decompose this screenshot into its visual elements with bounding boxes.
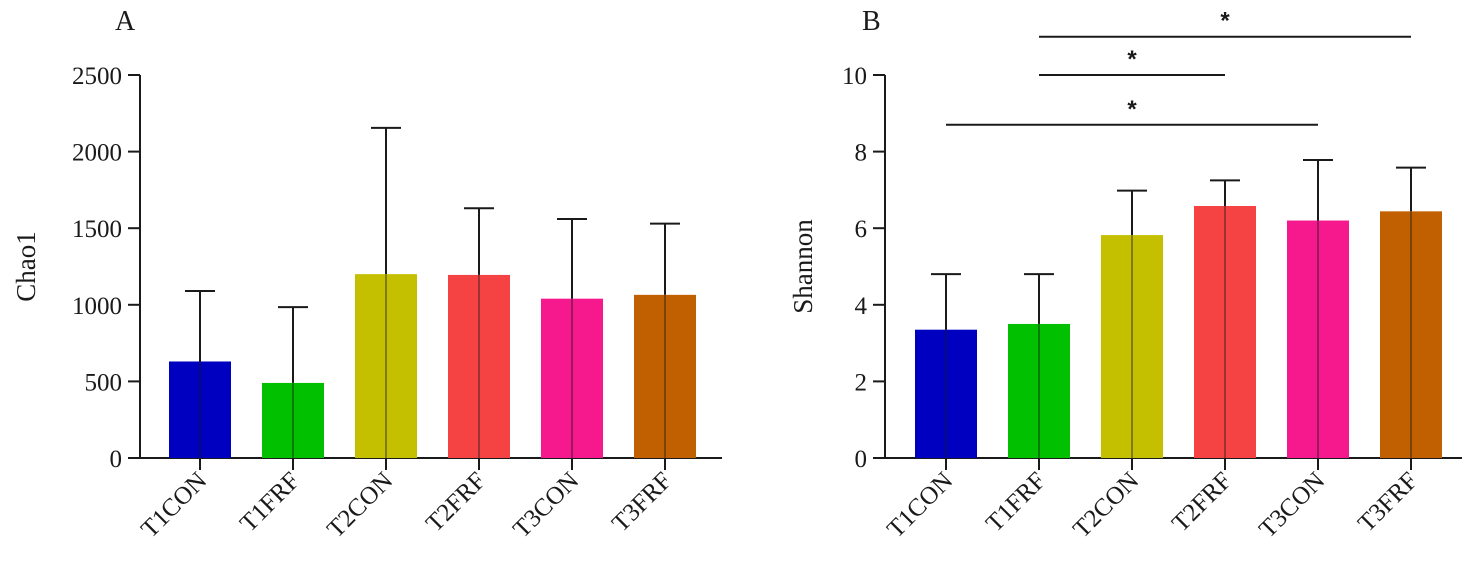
chart-panel-a: A 0 500 1000 1500 2000 2500 Chao1 T1CON T1FRF T2CO… [11, 6, 722, 543]
x-category-label: T2FRF [1167, 467, 1237, 537]
x-category-label: T3CON [508, 467, 584, 543]
y-tick-label: 4 [855, 293, 868, 320]
y-axis-title: Shannon [788, 219, 818, 314]
significance-label: * [1127, 46, 1137, 73]
x-category-label: T1FRF [981, 467, 1051, 537]
y-tick-label: 10 [842, 63, 867, 90]
x-category-label: T2CON [322, 467, 398, 543]
significance-label: * [1220, 8, 1230, 35]
y-tick-label: 0 [855, 446, 868, 473]
y-tick-label: 0 [110, 446, 123, 473]
panel-letter: B [862, 6, 881, 37]
x-category-label: T2FRF [421, 467, 491, 537]
y-tick-label: 2 [855, 369, 868, 396]
y-tick-label: 2000 [72, 140, 122, 167]
x-category-label: T1CON [136, 467, 212, 543]
y-tick-label: 2500 [72, 63, 122, 90]
x-category-label: T1CON [882, 467, 958, 543]
x-category-label: T2CON [1068, 467, 1144, 543]
y-axis-title: Chao1 [11, 231, 41, 302]
y-tick-label: 1500 [72, 216, 122, 243]
significance-label: * [1127, 96, 1137, 123]
x-category-label: T1FRF [235, 467, 305, 537]
chart-panel-b: B 0 2 4 6 8 10 Shannon T1CON T1FRF T2CON T2FRF T3CON… [788, 6, 1462, 543]
x-category-label: T3FRF [607, 467, 677, 537]
panel-letter: A [115, 6, 136, 37]
y-tick-label: 500 [85, 369, 123, 396]
y-tick-label: 8 [855, 140, 868, 167]
x-category-label: T3CON [1254, 467, 1330, 543]
x-category-label: T3FRF [1353, 467, 1423, 537]
y-tick-label: 1000 [72, 293, 122, 320]
y-tick-label: 6 [855, 216, 868, 243]
